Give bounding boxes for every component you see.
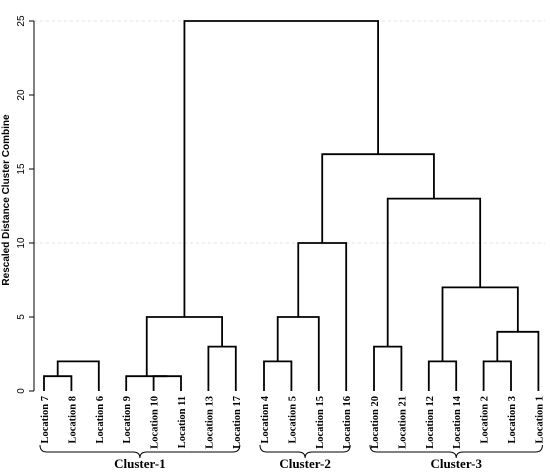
y-tick-label: 0 [16,388,27,394]
cluster-label: Cluster-3 [430,456,482,471]
y-tick-label: 10 [16,237,27,249]
leaf-label: Location 17 [232,396,243,449]
leaf-label: Location 5 [287,396,298,444]
y-tick-label: 25 [16,15,27,27]
cluster-label: Cluster-2 [279,456,331,471]
leaf-label: Location 20 [370,396,381,449]
cluster-brace [39,444,241,459]
dendrogram-link [427,360,458,391]
dendrogram-link [482,360,512,391]
leaf-label: Location 14 [452,395,463,449]
grid-layer [34,20,545,244]
dendrogram-link [263,360,293,391]
dendrogram-link [152,375,182,391]
leaf-label: Location 7 [40,396,51,444]
leaf-label: Location 15 [315,396,326,449]
leaf-label: Location 13 [204,396,215,449]
dendrogram-link [276,316,320,391]
dendrogram-link [386,197,482,347]
leaf-label: Location 3 [507,396,518,444]
leaf-label: Location 10 [150,396,161,449]
dendrogram-link [56,360,100,391]
leaf-label: Location 8 [67,396,78,444]
dendrogram-link [441,286,519,362]
leaf-label: Location 2 [480,396,491,444]
leaf-label: Location 21 [397,396,408,449]
y-tick-label: 15 [16,163,27,175]
leaf-label: Location 9 [122,396,133,444]
cluster-label: Cluster-1 [114,456,166,471]
cluster-brace [369,444,543,459]
dendrogram-link [183,20,379,317]
y-tick-label: 5 [16,314,27,320]
dendrogram-link [207,345,237,391]
dendrogram-link [43,375,73,391]
leaf-labels: Location 7 Location 8 Location 6 Location 9… [40,395,545,449]
y-axis-label: Rescaled Distance Cluster Combine [1,114,12,286]
cluster-braces: Cluster-1 Cluster-2 Cluster-3 [39,444,543,471]
leaf-label: Location 11 [177,396,188,448]
leaf-label: Location 1 [534,396,545,444]
dendrogram-link [373,345,403,391]
y-axis-ticks: 0 5 10 15 20 25 [16,15,34,394]
y-tick-label: 20 [16,89,27,101]
dendrogram-link [125,375,168,391]
cluster-brace [259,444,351,459]
dendrogram-links [43,20,540,391]
leaf-label: Location 4 [260,395,271,443]
leaf-label: Location 12 [425,396,436,449]
leaf-label: Location 16 [342,396,353,449]
leaf-label: Location 6 [95,396,106,444]
